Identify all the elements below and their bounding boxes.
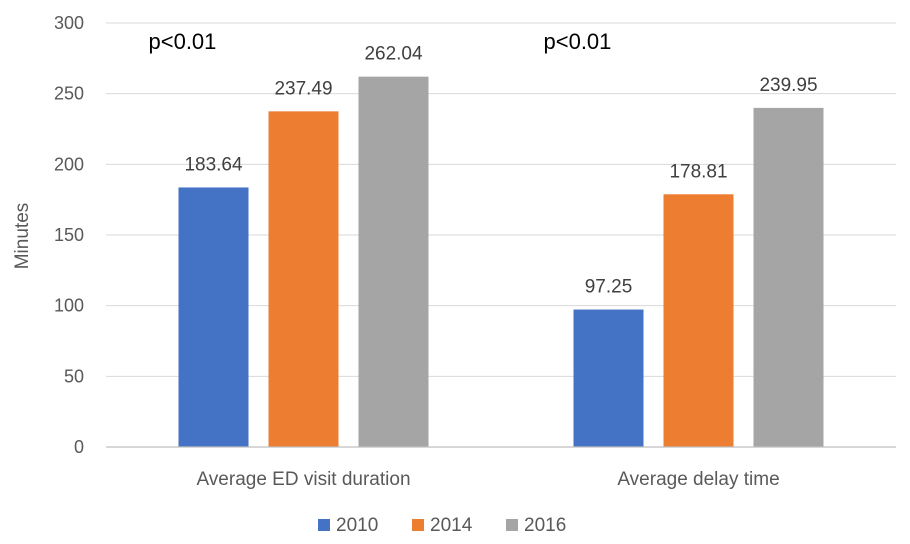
y-tick-label: 50 [64, 366, 84, 386]
x-category-label: Average ED visit duration [196, 469, 410, 490]
legend: 2010 2014 2016 [318, 515, 566, 536]
data-labels: 183.64 237.49 262.04 97.25 178.81 239.95 [184, 44, 817, 298]
x-category-label: Average delay time [617, 469, 779, 490]
legend-label: 2010 [336, 515, 378, 536]
data-label: 237.49 [274, 78, 332, 99]
y-tick-label: 150 [54, 225, 84, 245]
p-value-annotation: p<0.01 [544, 29, 612, 54]
legend-swatch [506, 519, 518, 531]
y-axis-ticks: 0 50 100 150 200 250 300 [54, 13, 84, 457]
bar-2014 [663, 194, 734, 447]
legend-swatch [318, 519, 330, 531]
bar-2010 [573, 309, 644, 447]
data-label: 239.95 [759, 75, 817, 96]
data-label: 97.25 [585, 277, 633, 298]
legend-label: 2016 [524, 515, 566, 536]
data-label: 178.81 [669, 161, 727, 182]
data-label: 262.04 [364, 44, 423, 65]
data-label: 183.64 [184, 154, 243, 175]
legend-swatch [412, 519, 424, 531]
x-axis-categories: Average ED visit duration Average delay t… [196, 469, 779, 490]
y-tick-label: 100 [54, 296, 84, 316]
bar-2016 [753, 107, 824, 447]
y-axis-label: Minutes [12, 203, 33, 270]
y-tick-label: 200 [54, 154, 84, 174]
legend-label: 2014 [430, 515, 473, 536]
bar-2016 [358, 76, 429, 447]
p-value-annotation: p<0.01 [149, 29, 217, 54]
y-tick-label: 0 [74, 437, 84, 457]
bar-2010 [178, 187, 249, 448]
bar-2014 [268, 111, 339, 447]
y-tick-label: 300 [54, 13, 84, 33]
bars [178, 76, 824, 448]
y-tick-label: 250 [54, 84, 84, 104]
annotations: p<0.01 p<0.01 [149, 29, 612, 54]
